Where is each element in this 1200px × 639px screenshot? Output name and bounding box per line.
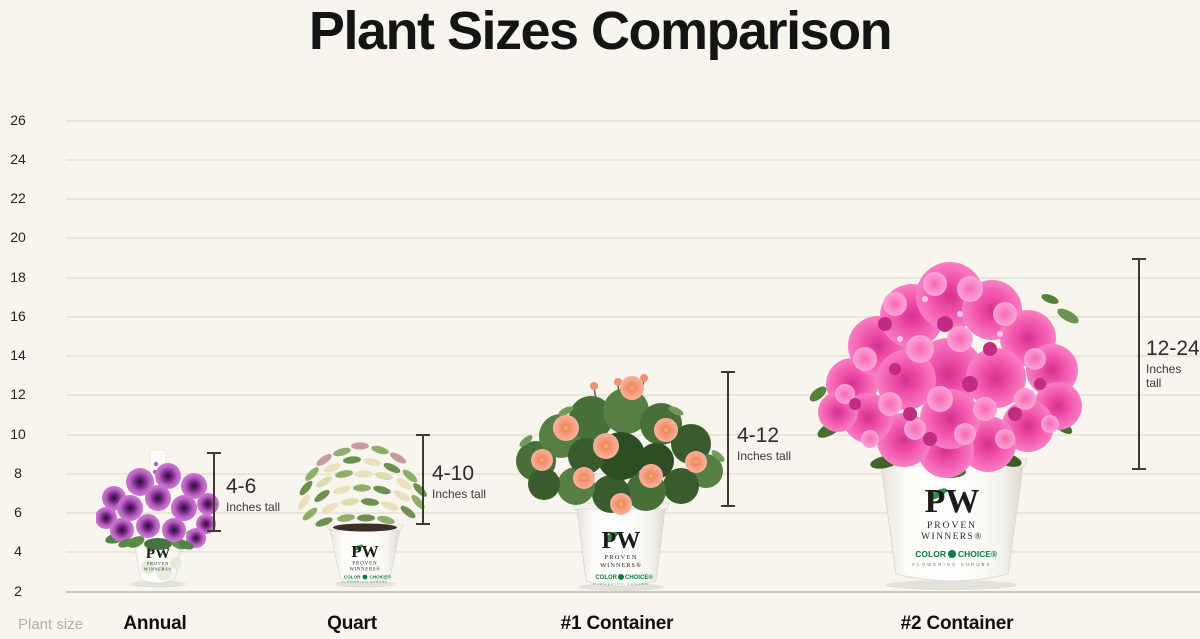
- pot-brand-proven: PROVEN: [927, 521, 977, 531]
- pot-brand-color: COLOR: [344, 575, 361, 580]
- quart-plant-photo: PW PROVEN WINNERS® COLOR CHOICE® FLOWERI…: [298, 442, 427, 588]
- y-tick-label: 2: [14, 582, 22, 599]
- height-unit: Inches tall: [1146, 362, 1182, 391]
- pot-brand-shrubs: FLOWERING SHRUBS: [912, 562, 991, 567]
- pot-brand-choice: CHOICE®: [370, 574, 392, 580]
- gridline: [66, 158, 1200, 161]
- pot-brand-winners: WINNERS®: [600, 562, 642, 569]
- height-label-annual: 4-6 Inches tall: [226, 475, 281, 515]
- container1-pot: PW PROVEN WINNERS® COLOR CHOICE® FLOWERI…: [572, 502, 670, 591]
- pot-brand-choice: CHOICE®: [625, 574, 653, 581]
- category-label-container1: #1 Container: [560, 613, 674, 634]
- quart-foliage: [298, 442, 427, 527]
- x-axis-caption: Plant size: [18, 616, 84, 633]
- container2-pot: PW PROVEN WINNERS® COLOR CHOICE® FLOWERI…: [876, 458, 1028, 590]
- container1-flowers: [516, 374, 725, 515]
- y-tick-label: 4: [14, 543, 22, 560]
- height-bracket-container1: [721, 371, 735, 507]
- pot-brand-proven: PROVEN: [604, 554, 637, 561]
- height-bracket-annual: [207, 452, 221, 532]
- height-label-container1: 4-12 Inches tall: [737, 424, 792, 464]
- annual-plant-photo: PW PROVEN WINNERS®: [96, 449, 219, 588]
- pot-brand-choice: CHOICE®: [958, 549, 998, 559]
- height-range: 4-6: [226, 475, 257, 498]
- annual-flowers: [96, 463, 219, 550]
- pot-brand-color: COLOR: [915, 549, 946, 559]
- quart-pot: PW PROVEN WINNERS® COLOR CHOICE® FLOWERI…: [326, 523, 404, 588]
- container1-plant-photo: PW PROVEN WINNERS® COLOR CHOICE® FLOWERI…: [516, 374, 725, 591]
- pw-leaf-icon: [353, 544, 364, 551]
- color-choice-leaf-icon: [362, 574, 368, 580]
- height-range: 4-12: [737, 424, 780, 447]
- pot-brand-winners: WINNERS®: [921, 531, 983, 542]
- height-bracket-container2: [1132, 258, 1146, 470]
- y-tick-label: 22: [10, 190, 26, 206]
- category-label-quart: Quart: [327, 613, 377, 634]
- pw-leaf-icon: [929, 488, 947, 500]
- pot-brand-winners: WINNERS®: [349, 567, 380, 573]
- height-unit: Inches tall: [432, 487, 487, 502]
- pot-brand-winners: WINNERS®: [144, 567, 172, 572]
- container2-flowers: [809, 262, 1082, 478]
- pot-brand-proven: PROVEN: [147, 561, 169, 566]
- height-label-quart: 4-10 Inches tall: [432, 462, 487, 502]
- pot-brand-pw: PW: [146, 546, 170, 562]
- y-tick-label: 20: [10, 229, 26, 246]
- height-range: 4-10: [432, 462, 475, 485]
- height-unit: Inches tall: [737, 449, 792, 464]
- height-range: 12-24: [1146, 337, 1200, 360]
- category-label-container2: #2 Container: [900, 613, 1014, 634]
- gridline: [66, 355, 1200, 357]
- gridline: [66, 433, 1200, 436]
- height-label-container2: 12-24 Inches tall: [1146, 337, 1200, 391]
- category-label-annual: Annual: [123, 613, 187, 634]
- gridline: [66, 590, 1200, 593]
- gridline: [66, 276, 1200, 279]
- pot-brand-color: COLOR: [595, 575, 617, 581]
- gridline: [66, 119, 1200, 122]
- y-tick-label: 16: [10, 307, 26, 324]
- pot-brand-pw: PW: [351, 542, 378, 561]
- y-tick-label: 18: [10, 268, 26, 285]
- pot-brand-shrubs: FLOWERING SHRUBS: [593, 582, 649, 586]
- container2-plant-photo: PW PROVEN WINNERS® COLOR CHOICE® FLOWERI…: [809, 262, 1082, 590]
- y-tick-label: 6: [14, 504, 22, 520]
- pot-brand-pw: PW: [925, 483, 980, 520]
- height-unit: Inches tall: [226, 500, 281, 515]
- y-tick-label: 12: [10, 386, 26, 403]
- pot-brand-pw: PW: [602, 528, 641, 554]
- height-bracket-quart: [416, 434, 430, 525]
- gridline: [66, 198, 1200, 200]
- y-tick-label: 14: [10, 347, 26, 363]
- gridline: [66, 237, 1200, 240]
- gridline: [66, 315, 1200, 318]
- y-tick-label: 26: [10, 111, 26, 128]
- y-tick-label: 24: [10, 150, 26, 167]
- pw-leaf-icon: [605, 531, 619, 541]
- color-choice-leaf-icon: [948, 550, 956, 558]
- y-tick-label: 8: [14, 464, 22, 481]
- page-title: Plant Sizes Comparison: [308, 1, 893, 61]
- color-choice-leaf-icon: [618, 574, 624, 580]
- pot-brand-shrubs: FLOWERING SHRUBS: [342, 580, 388, 584]
- annual-pot: PW PROVEN WINNERS®: [129, 531, 187, 588]
- pot-brand-proven: PROVEN: [352, 562, 377, 567]
- y-tick-label: 10: [10, 425, 26, 442]
